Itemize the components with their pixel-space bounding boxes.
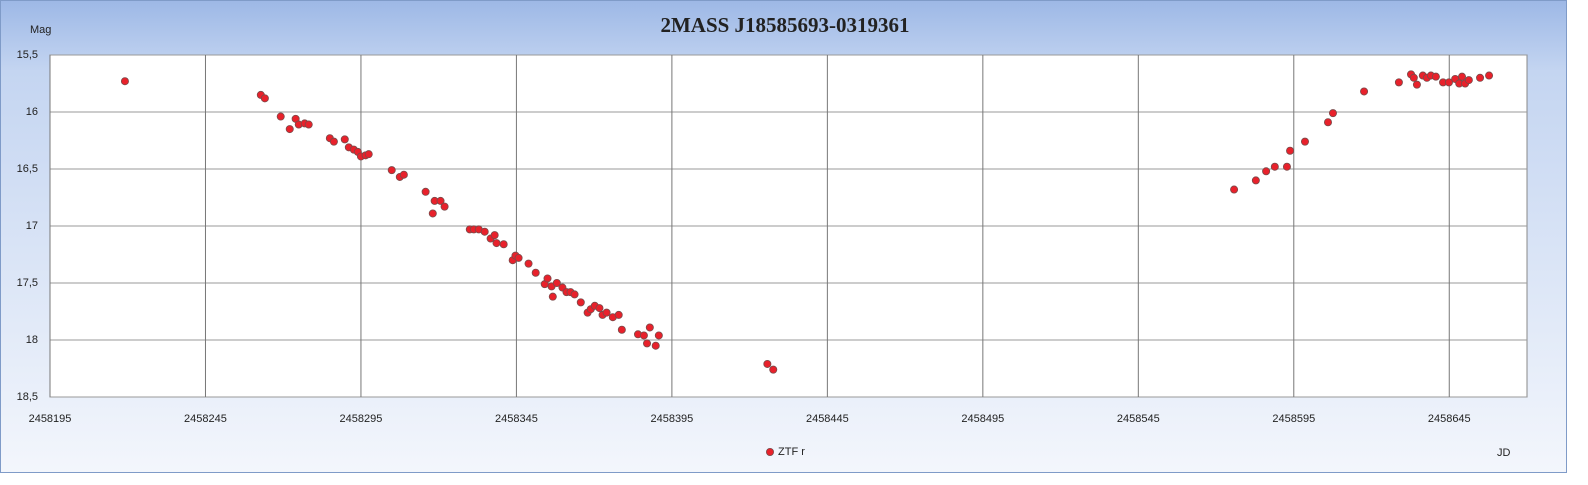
data-point bbox=[514, 253, 523, 262]
data-point bbox=[1300, 137, 1309, 146]
data-point bbox=[531, 268, 540, 277]
data-point bbox=[602, 308, 611, 317]
data-point bbox=[763, 359, 772, 368]
data-point bbox=[614, 310, 623, 319]
data-point bbox=[1270, 162, 1279, 171]
data-point bbox=[499, 240, 508, 249]
data-point bbox=[651, 341, 660, 350]
data-point bbox=[1262, 167, 1271, 176]
x-tick-label: 2458395 bbox=[650, 413, 693, 425]
data-point bbox=[576, 298, 585, 307]
x-tick-label: 2458545 bbox=[1117, 413, 1160, 425]
data-point bbox=[769, 365, 778, 374]
data-point bbox=[1409, 73, 1418, 82]
x-tick-label: 2458195 bbox=[29, 413, 72, 425]
x-tick-label: 2458345 bbox=[495, 413, 538, 425]
data-point bbox=[552, 278, 561, 287]
data-point bbox=[492, 239, 501, 248]
y-axis-label: Mag bbox=[30, 24, 51, 36]
data-point bbox=[1286, 146, 1295, 155]
data-point bbox=[304, 120, 313, 129]
data-point bbox=[329, 137, 338, 146]
data-point bbox=[524, 259, 533, 268]
data-point bbox=[654, 331, 663, 340]
data-point bbox=[436, 196, 445, 205]
data-point bbox=[643, 339, 652, 348]
data-point bbox=[595, 304, 604, 313]
y-tick-label: 16 bbox=[26, 106, 38, 118]
legend-label: ZTF r bbox=[778, 446, 805, 458]
x-tick-label: 2458495 bbox=[961, 413, 1004, 425]
y-tick-label: 17,5 bbox=[17, 277, 38, 289]
data-point bbox=[260, 94, 269, 103]
chart-title: 2MASS J18585693-0319361 bbox=[660, 13, 909, 37]
data-point bbox=[1458, 72, 1467, 81]
data-point bbox=[1412, 80, 1421, 89]
y-tick-label: 16,5 bbox=[17, 163, 38, 175]
data-point bbox=[1251, 176, 1260, 185]
data-point bbox=[440, 202, 449, 211]
x-tick-label: 2458245 bbox=[184, 413, 227, 425]
data-point bbox=[480, 227, 489, 236]
data-point bbox=[364, 150, 373, 159]
data-point bbox=[639, 331, 648, 340]
y-tick-label: 17 bbox=[26, 220, 38, 232]
data-point bbox=[285, 125, 294, 134]
x-axis-label: JD bbox=[1497, 447, 1511, 459]
legend-marker bbox=[766, 447, 775, 456]
data-point bbox=[1444, 78, 1453, 87]
data-point bbox=[399, 170, 408, 179]
data-point bbox=[1323, 118, 1332, 127]
data-point bbox=[617, 325, 626, 334]
data-point bbox=[340, 135, 349, 144]
y-tick-label: 18 bbox=[26, 334, 38, 346]
x-tick-label: 2458645 bbox=[1428, 413, 1471, 425]
data-point bbox=[1476, 73, 1485, 82]
y-tick-label: 15,5 bbox=[17, 49, 38, 61]
data-point bbox=[1230, 185, 1239, 194]
data-point bbox=[387, 166, 396, 175]
data-point bbox=[645, 323, 654, 332]
data-point bbox=[428, 209, 437, 218]
data-point bbox=[421, 187, 430, 196]
data-point bbox=[1431, 72, 1440, 81]
data-point bbox=[1394, 78, 1403, 87]
data-point bbox=[1485, 71, 1494, 80]
y-tick-label: 18,5 bbox=[17, 391, 38, 403]
data-point bbox=[1328, 109, 1337, 118]
data-point bbox=[1360, 87, 1369, 96]
data-point bbox=[548, 292, 557, 301]
x-tick-label: 2458295 bbox=[340, 413, 383, 425]
x-tick-label: 2458445 bbox=[806, 413, 849, 425]
data-point bbox=[1282, 162, 1291, 171]
data-point bbox=[570, 290, 579, 299]
x-tick-label: 2458595 bbox=[1272, 413, 1315, 425]
data-point bbox=[120, 77, 129, 86]
data-point bbox=[543, 274, 552, 283]
data-point bbox=[276, 112, 285, 121]
data-point bbox=[490, 231, 499, 240]
data-point bbox=[1464, 76, 1473, 85]
